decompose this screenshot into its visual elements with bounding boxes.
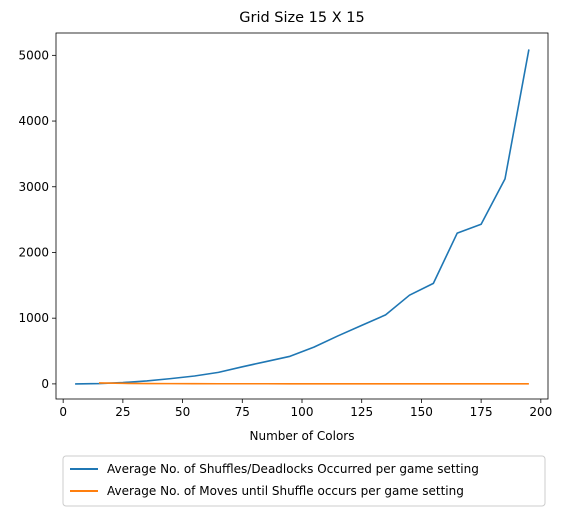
y-tick-label: 3000 — [18, 180, 49, 194]
series-line-0 — [75, 49, 530, 385]
y-tick-label: 2000 — [18, 245, 49, 259]
y-tick-label: 4000 — [18, 114, 49, 128]
legend-label-moves: Average No. of Moves until Shuffle occur… — [107, 484, 464, 498]
x-tick-label: 75 — [235, 405, 250, 419]
y-tick-label: 0 — [41, 377, 49, 391]
x-tick-label: 200 — [529, 405, 552, 419]
x-tick-label: 125 — [350, 405, 373, 419]
x-tick-label: 50 — [175, 405, 190, 419]
y-tick-label: 1000 — [18, 311, 49, 325]
series-line-1 — [98, 382, 529, 385]
legend-box — [62, 455, 546, 507]
x-tick-label: 0 — [59, 405, 67, 419]
x-axis: 0 25 50 75 100 125 150 175 200 — [59, 399, 552, 419]
y-tick-label: 5000 — [18, 48, 49, 62]
series-layer — [75, 49, 530, 385]
chart-title: Grid Size 15 X 15 — [239, 10, 364, 26]
y-axis: 0 1000 2000 3000 4000 5000 — [18, 48, 56, 391]
x-tick-label: 100 — [291, 405, 314, 419]
x-tick-label: 175 — [470, 405, 493, 419]
x-tick-label: 25 — [115, 405, 130, 419]
legend: Average No. of Shuffles/Deadlocks Occurr… — [62, 455, 546, 507]
x-axis-title: Number of Colors — [250, 429, 355, 443]
legend-label-shuffles: Average No. of Shuffles/Deadlocks Occurr… — [107, 462, 479, 476]
x-tick-label: 150 — [410, 405, 433, 419]
plot-area — [55, 32, 549, 400]
